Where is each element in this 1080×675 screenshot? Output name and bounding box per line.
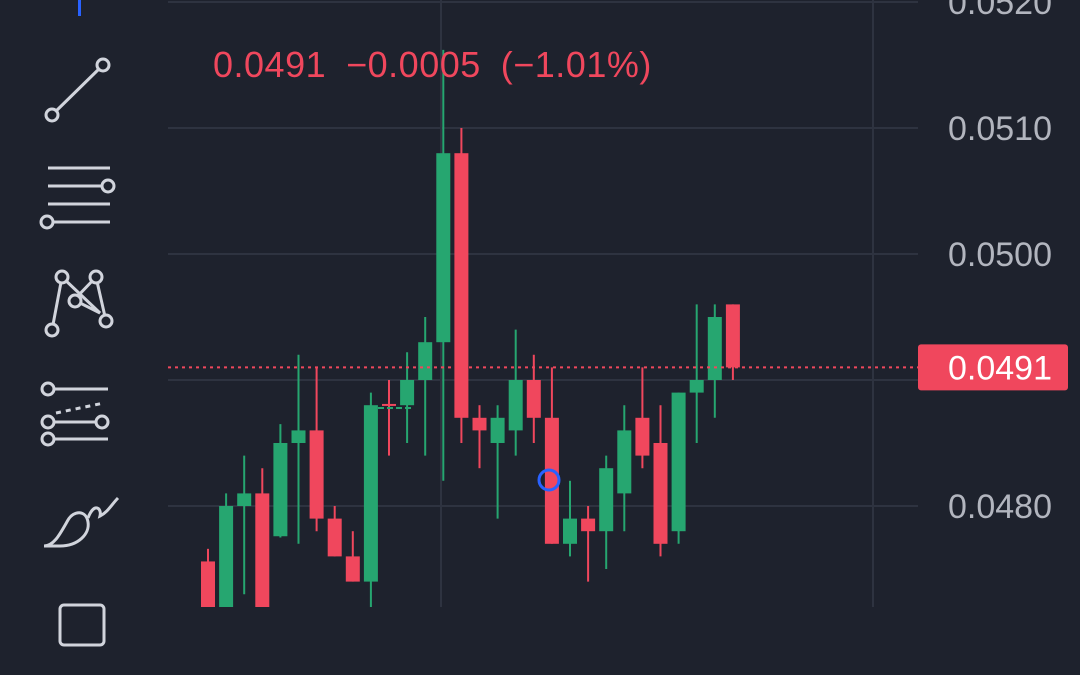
last-price-label: 0.0491 xyxy=(948,349,1052,387)
candle-body xyxy=(291,430,306,443)
candle-body xyxy=(689,380,704,393)
horizontal-lines-icon[interactable] xyxy=(30,155,130,235)
y-tick-label: 0.0480 xyxy=(948,488,1052,526)
y-tick-label: 0.0500 xyxy=(948,236,1052,274)
candle-series xyxy=(201,49,740,607)
price-overlay: 0.0491 xyxy=(168,344,1068,492)
brush-icon[interactable] xyxy=(30,488,130,568)
candle-body xyxy=(363,405,378,582)
fib-channel-icon[interactable] xyxy=(30,375,130,455)
pattern-icon[interactable] xyxy=(30,265,130,345)
candle-body xyxy=(400,380,415,406)
y-tick-label: 0.0520 xyxy=(948,0,1052,22)
candle-body xyxy=(671,392,686,532)
candle-body xyxy=(508,380,523,431)
y-tick-label: 0.0510 xyxy=(948,110,1052,148)
candle-body xyxy=(635,417,650,456)
candle-body xyxy=(345,556,360,582)
candle-body xyxy=(563,518,577,544)
candle-body xyxy=(201,561,215,607)
legend-change-pct: (−1.01%) xyxy=(500,44,652,85)
candle-body xyxy=(382,403,396,406)
price-axis: 0.0480 0.0500 0.0510 0.0520 xyxy=(948,0,1052,526)
candle-body xyxy=(219,506,234,607)
crosshair-marker xyxy=(537,468,561,492)
candle-body xyxy=(581,518,596,532)
drawing-toolbar xyxy=(0,0,160,647)
candle-body xyxy=(273,443,288,537)
candle-body xyxy=(255,493,270,607)
candle-body xyxy=(599,468,614,532)
candle-body xyxy=(237,493,252,506)
candle-body xyxy=(725,304,740,368)
chart-grid xyxy=(168,0,918,607)
ruler-icon[interactable] xyxy=(30,595,130,675)
candlestick-chart[interactable]: 0.0480 0.0500 0.0510 0.0520 0.0491 xyxy=(0,0,1080,607)
toolbar-active-indicator xyxy=(78,0,81,16)
candle-body xyxy=(526,380,541,418)
candle-body xyxy=(544,417,559,544)
candle-body xyxy=(490,417,505,443)
candle-body xyxy=(418,342,433,380)
candle-body xyxy=(327,518,342,557)
candle-body xyxy=(617,430,632,494)
legend-last-price: 0.0491 xyxy=(213,44,327,85)
price-legend: 0.0491 −0.0005 (−1.01%) xyxy=(192,2,652,86)
legend-change: −0.0005 xyxy=(346,44,481,85)
candle-body xyxy=(472,417,487,431)
candle-body xyxy=(309,430,324,519)
candle-body xyxy=(653,443,668,544)
trend-line-icon[interactable] xyxy=(30,55,130,135)
candle-body xyxy=(707,317,722,380)
last-price-tag xyxy=(918,344,1068,391)
candle-body xyxy=(436,153,451,343)
candle-body xyxy=(454,153,469,418)
